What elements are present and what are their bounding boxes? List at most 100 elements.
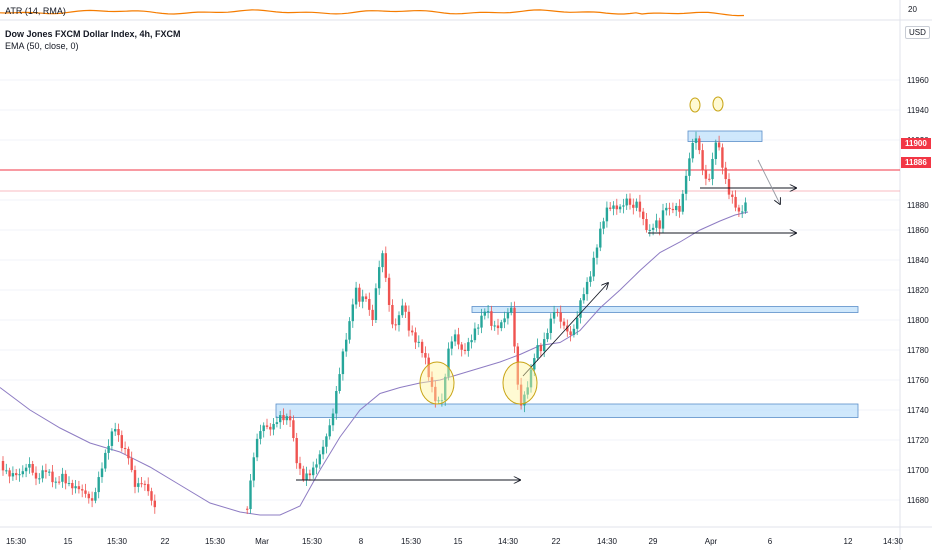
candle-body [272,423,275,430]
candle-body [523,394,526,406]
time-axis-tick-label: Mar [255,537,269,546]
candle-body [279,415,282,423]
candle-body [444,376,447,401]
candle-body [414,332,417,343]
candle-body [404,305,407,312]
candle-body [318,454,321,465]
candle-body [74,486,77,489]
candle-body [94,492,97,501]
candle-body [143,483,147,485]
candle-body [282,415,285,421]
drawing-annotations [296,96,796,480]
candle-body [90,498,94,501]
candle-body [467,342,470,351]
candle-body [24,467,28,472]
candle-body [87,493,90,499]
candle-body [252,457,255,481]
candle-body [107,445,110,453]
candle-body [255,438,259,458]
candle-body [130,458,133,471]
time-axis[interactable]: 15:30 15 15:30 22 15:30 Mar 15:30 8 15:30 15 14:30… [6,537,904,546]
candle-body [655,220,658,228]
candle-body [579,300,582,318]
candle-body [28,464,31,468]
candle-body [305,473,308,480]
top-zone [687,130,763,142]
support-zone [275,403,859,418]
candle-body [460,344,463,350]
candle-body [387,277,391,305]
atr-indicator-label[interactable]: ATR (14, RMA) [5,6,66,16]
last-price-label: 11886 [901,157,931,168]
candle-body [727,179,731,195]
candle-body [153,500,156,508]
atr-indicator-scale-value: 20 [908,5,917,14]
candle-body [717,142,721,148]
horizontal-price-lines [0,169,900,192]
time-axis-tick-label: 15 [64,537,73,546]
candle-body [110,431,114,446]
price-axis-tick-label: 11860 [907,226,929,235]
ema-indicator-label[interactable]: EMA (50, close, 0) [5,41,79,51]
price-axis-tick-label: 11820 [907,286,929,295]
candle-body [741,211,744,213]
candle-body [1,461,5,471]
candle-body [731,194,734,197]
candle-body [269,426,272,430]
candle-body [84,490,87,494]
symbol-title[interactable]: Dow Jones FXCM Dollar Index, 4h, FXCM [5,29,181,39]
candle-body [490,311,493,326]
price-axis-tick-label: 11700 [907,466,929,475]
candle-body [275,422,279,424]
time-axis-tick-label: 29 [649,537,658,546]
candle-body [298,463,302,469]
candle-body [397,315,401,326]
candle-body [21,471,24,475]
candle-body [77,486,81,490]
candle-body [41,470,44,479]
candle-body [642,211,645,220]
candle-body [368,299,371,310]
candle-body [684,175,688,194]
candle-body [394,324,397,326]
candle-body [721,147,724,168]
time-axis-tick-label: 8 [359,537,364,546]
candle-body [364,296,368,300]
candle-body [288,416,292,421]
candle-body [503,318,506,323]
candle-body [483,311,486,316]
candle-body [651,227,655,230]
candle-body [361,296,364,302]
candle-body [453,334,457,342]
candle-body [526,387,529,395]
candle-body [661,210,665,229]
time-axis-tick-label: 15:30 [6,537,27,546]
candle-body [506,312,510,319]
candle-body [473,328,477,341]
price-axis-tick-label: 11840 [907,256,929,265]
candle-body [450,341,453,349]
candle-body [100,468,104,478]
resistance-zone [471,306,859,313]
candle-body [589,276,592,282]
candle-body [440,400,444,402]
price-axis-tick-label: 11720 [907,436,929,445]
candle-body [556,311,559,313]
price-axis-tick-label: 11740 [907,406,929,415]
candle-body [8,470,11,477]
price-axis-tick-label: 11680 [907,496,929,505]
candle-body [140,483,143,485]
candle-body [559,312,562,322]
candle-body [694,138,698,143]
candle-body [48,471,51,473]
candle-body [734,196,737,208]
currency-badge[interactable]: USD [905,26,930,39]
candle-body [57,481,61,483]
time-axis-tick-label: 14:30 [498,537,519,546]
candle-body [127,448,130,459]
candle-body [668,207,671,209]
candle-body [147,484,150,492]
candle-body [592,257,595,277]
